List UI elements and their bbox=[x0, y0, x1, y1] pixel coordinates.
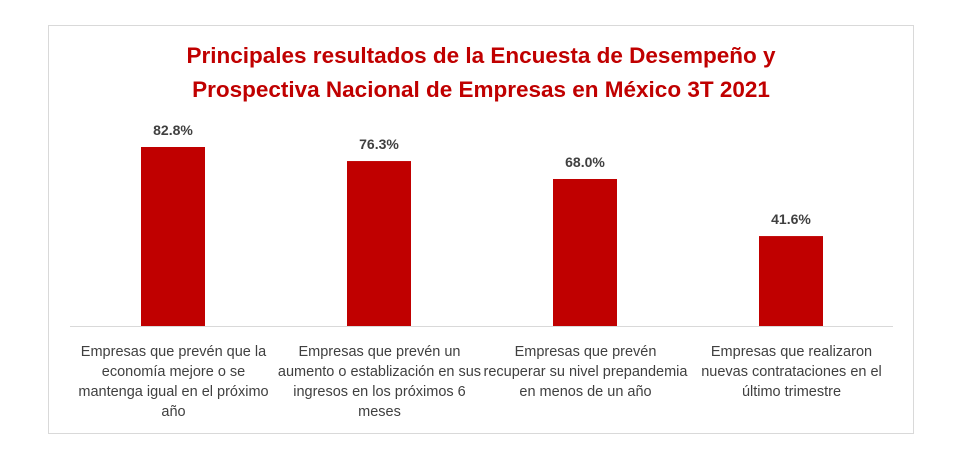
value-label-ingresos: 76.3% bbox=[359, 136, 399, 152]
bar-economia bbox=[141, 147, 205, 326]
value-label-economia: 82.8% bbox=[153, 122, 193, 138]
category-label-ingresos: Empresas que prevén un aumento o establi… bbox=[277, 344, 482, 420]
value-label-contrataciones: 41.6% bbox=[771, 211, 811, 227]
category-label-prepandemia: Empresas que prevén recuperar su nivel p… bbox=[483, 344, 688, 400]
category-label-economia: Empresas que prevén que la economía mejo… bbox=[78, 344, 269, 420]
chart-title: Principales resultados de la Encuesta de… bbox=[186, 43, 776, 102]
bar-prepandemia bbox=[553, 178, 617, 326]
bar-ingresos bbox=[347, 161, 411, 326]
bar-contrataciones bbox=[759, 236, 823, 326]
value-label-prepandemia: 68.0% bbox=[565, 154, 605, 170]
category-label-contrataciones: Empresas que realizaron nuevas contratac… bbox=[701, 344, 882, 400]
